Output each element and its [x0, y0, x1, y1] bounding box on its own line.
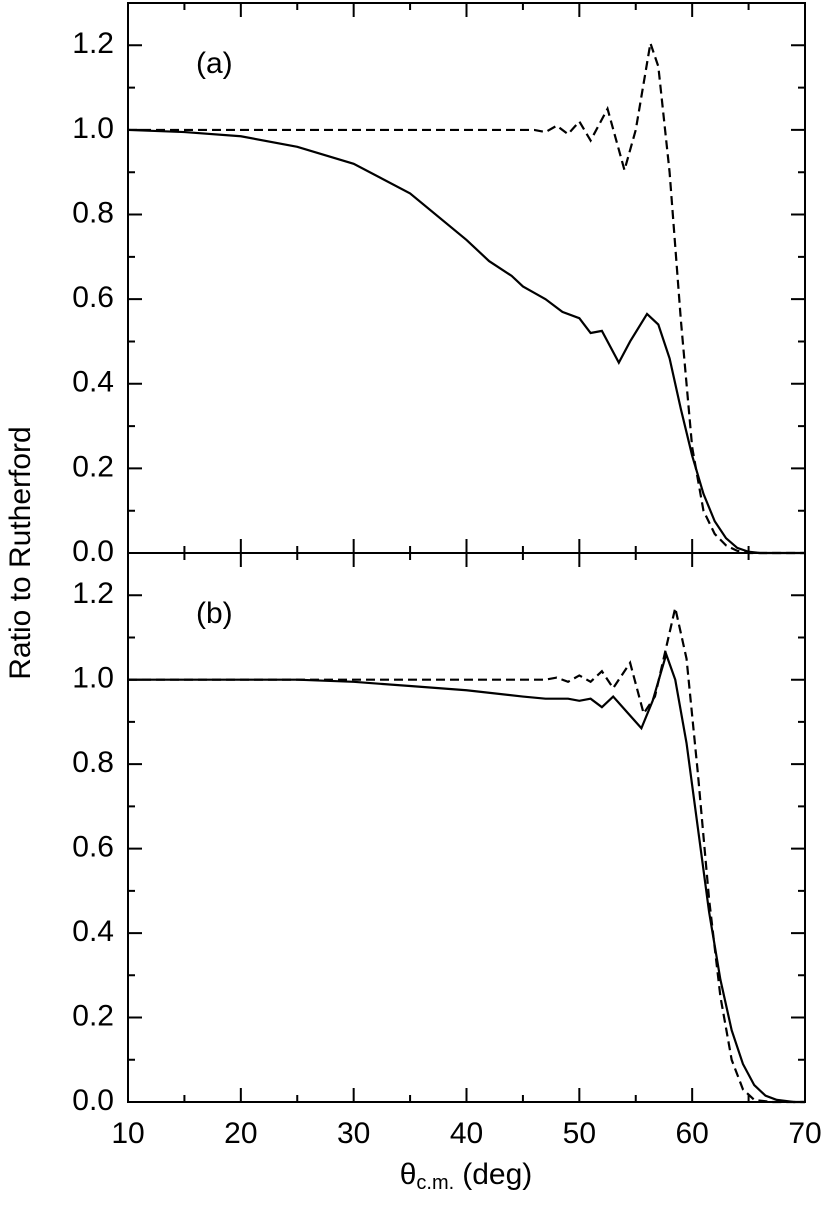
y-tick-label: 0.6	[72, 281, 114, 314]
y-tick-label: 0.0	[72, 1084, 114, 1117]
y-tick-label: 0.2	[72, 450, 114, 483]
x-tick-label: 10	[111, 1117, 144, 1150]
data-line	[128, 650, 805, 1104]
plot-frame	[127, 2, 806, 554]
x-tick-label: 40	[450, 1117, 483, 1150]
y-tick-label: 1.0	[72, 662, 114, 695]
x-axis-label: θc.m. (deg)	[400, 1158, 533, 1194]
y-tick-label: 0.0	[72, 535, 114, 568]
data-line	[128, 42, 805, 555]
x-label-subscript: c.m.	[416, 1172, 454, 1194]
x-tick-label: 50	[563, 1117, 596, 1150]
panel-annotation: (a)	[196, 47, 233, 80]
y-tick-label: 0.8	[72, 746, 114, 779]
data-line	[127, 128, 805, 555]
y-tick-label: 1.0	[72, 112, 114, 145]
data-line	[128, 607, 805, 1104]
y-tick-label: 0.4	[72, 366, 114, 399]
x-label-symbol: θ	[400, 1158, 417, 1191]
x-tick-label: 20	[224, 1117, 257, 1150]
y-tick-label: 0.4	[72, 915, 114, 948]
x-label-unit: (deg)	[462, 1158, 532, 1191]
x-tick-label: 70	[788, 1117, 821, 1150]
panel-annotation: (b)	[196, 597, 233, 630]
y-axis-label: Ratio to Rutherford	[4, 426, 37, 679]
y-tick-label: 0.6	[72, 831, 114, 864]
x-tick-label: 60	[675, 1117, 708, 1150]
y-tick-label: 1.2	[72, 577, 114, 610]
y-tick-label: 0.2	[72, 999, 114, 1032]
x-tick-label: 30	[337, 1117, 370, 1150]
y-tick-label: 1.2	[72, 27, 114, 60]
y-tick-label: 0.8	[72, 196, 114, 229]
